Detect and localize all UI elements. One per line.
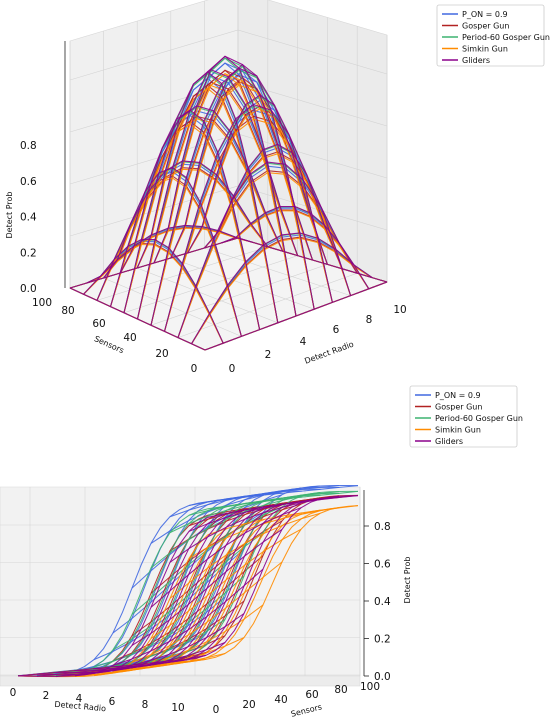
mesh-line: [149, 507, 340, 665]
mesh-line: [83, 224, 254, 295]
z-tick-label: 0.4: [20, 212, 37, 224]
radio-tick-label: 0: [10, 687, 17, 699]
chart-top-panes: [69, 0, 388, 351]
mesh-line: [93, 503, 284, 670]
mesh-line: [203, 143, 352, 296]
z-axis-label: Detect Prob: [403, 557, 412, 604]
sensors-tick-label: 60: [305, 689, 318, 701]
sensors-tick-label: 0: [191, 363, 198, 375]
sensors-axis-label: Sensors: [290, 702, 323, 718]
z-tick-label: 0.2: [374, 634, 391, 646]
mesh-line: [111, 512, 302, 668]
radio-tick-label: 0: [229, 363, 236, 375]
legend-label: Gosper Gun: [462, 22, 509, 31]
mesh-line: [123, 68, 299, 313]
mesh-line: [17, 516, 209, 677]
sensors-tick-label: 60: [92, 318, 105, 330]
chart-side-axes: 0.0 0.2 0.4 0.6 0.8 Detect Prob 0 2 4 6 8 10 Detect …: [10, 490, 412, 719]
z-tick-label: 0.0: [20, 283, 37, 295]
mesh-line: [130, 499, 321, 666]
legend-label: Simkin Gun: [435, 426, 481, 435]
z-tick-label: 0.6: [20, 176, 37, 188]
mesh-line: [170, 63, 315, 310]
mesh-line: [187, 94, 333, 303]
z-tick-label: 0.8: [374, 521, 391, 533]
z-tick-label: 0.4: [374, 596, 391, 608]
radio-axis-label: Detect Radio: [54, 700, 106, 713]
mesh-line: [74, 506, 265, 672]
mesh-line: [221, 205, 370, 290]
sensors-tick-label: 100: [32, 297, 52, 309]
chart-side-surface: 0.0 0.2 0.4 0.6 0.8 Detect Prob 0 2 4 6 8 10 Detect …: [0, 385, 523, 719]
sensors-tick-label: 0: [213, 704, 220, 716]
radio-tick-label: 8: [366, 314, 373, 326]
z-tick-label: 0.0: [374, 671, 391, 683]
sensors-tick-label: 100: [360, 681, 380, 693]
chart-side-surfaces: [17, 484, 359, 678]
radio-tick-label: 8: [142, 699, 149, 711]
legend-label: Gosper Gun: [435, 403, 482, 412]
legend-label: Simkin Gun: [462, 45, 508, 54]
mesh-line: [123, 84, 299, 313]
mesh-line: [153, 72, 297, 317]
sensors-tick-label: 80: [61, 305, 74, 317]
legend-frame: [436, 4, 545, 67]
chart-side-legend: P_ON = 0.9 Gosper Gun Period-60 Gosper Gun…: [409, 385, 523, 448]
legend-label: Gliders: [462, 56, 490, 65]
sensors-tick-label: 20: [155, 348, 168, 360]
mesh-line: [170, 80, 315, 310]
mesh-line: [111, 501, 302, 668]
sensors-tick-label: 80: [334, 684, 347, 696]
legend-label: Gliders: [435, 437, 463, 446]
mesh-line: [167, 505, 359, 663]
chart-top-surfaces: [69, 55, 388, 351]
legend-label: Period-60 Gosper Gun: [435, 414, 523, 423]
sensors-tick-label: 40: [123, 332, 136, 344]
mesh-line: [153, 55, 297, 317]
sensors-tick-label: 20: [242, 699, 255, 711]
mesh-line: [55, 509, 246, 674]
radio-tick-label: 10: [171, 702, 184, 714]
mesh-line: [237, 237, 388, 283]
mesh-line: [109, 118, 284, 307]
z-tick-label: 0.8: [20, 140, 37, 152]
floor-pane: [0, 675, 361, 687]
mesh-line: [109, 105, 284, 307]
z-tick-label: 0.2: [20, 247, 37, 259]
legend-frame: [409, 385, 518, 448]
z-axis-label: Detect Prob: [5, 192, 14, 239]
radio-tick-label: 10: [393, 304, 406, 316]
sensors-tick-label: 40: [274, 694, 287, 706]
radio-axis-label: Detect Radio: [303, 340, 355, 366]
z-tick-label: 0.6: [374, 559, 391, 571]
mesh-line: [167, 495, 359, 662]
radio-tick-label: 2: [43, 690, 50, 702]
chart-top-legend: P_ON = 0.9 Gosper Gun Period-60 Gosper Gun…: [436, 4, 550, 67]
legend-label: P_ON = 0.9: [462, 10, 508, 19]
radio-tick-label: 6: [109, 696, 116, 708]
mesh-line: [69, 237, 239, 289]
sensors-axis-label: Sensors: [93, 334, 126, 355]
radio-tick-label: 2: [265, 349, 272, 361]
surface-gliders: [17, 495, 359, 677]
legend-label: P_ON = 0.9: [435, 391, 481, 400]
radio-tick-label: 4: [76, 693, 83, 705]
legend-label: Period-60 Gosper Gun: [462, 33, 550, 42]
surface-gliders: [69, 55, 388, 351]
radio-tick-label: 6: [333, 324, 340, 336]
mesh-line: [36, 512, 227, 675]
radio-tick-label: 4: [300, 336, 307, 348]
mesh-line: [96, 160, 269, 301]
